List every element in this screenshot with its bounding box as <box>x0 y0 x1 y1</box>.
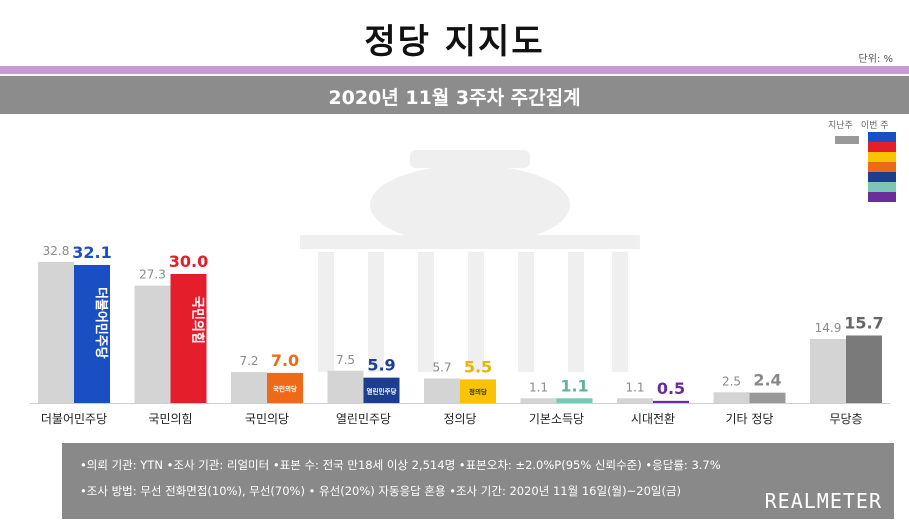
bar-cur-8 <box>846 335 882 403</box>
bar-cur-5 <box>556 398 593 403</box>
bar-cur-0 <box>74 264 110 403</box>
category-label-3: 열린민주당 <box>336 412 391 426</box>
legend-last-week-label: 지난주 <box>828 121 853 131</box>
assembly-watermark <box>300 150 640 372</box>
category-label-4: 정의당 <box>443 412 476 426</box>
category-label-6: 시대전환 <box>631 412 675 426</box>
label-cur-0: 32.1 <box>72 243 111 262</box>
legend-swatches <box>835 132 896 202</box>
bar-prev-3 <box>327 370 364 403</box>
party-logo-0: 더불어민주당 <box>93 287 109 359</box>
bar-prev-4 <box>424 378 460 403</box>
label-prev-3: 7.5 <box>336 353 355 367</box>
accent-divider <box>0 66 909 74</box>
label-prev-7: 2.5 <box>722 374 741 388</box>
legend-swatch-this-week-3 <box>868 162 896 172</box>
bar-prev-5 <box>520 398 557 403</box>
bar-cur-7 <box>749 392 786 403</box>
page-title: 정당 지지도 <box>364 22 545 62</box>
label-prev-5: 1.1 <box>529 380 548 394</box>
party-logo-bg-2 <box>270 375 300 400</box>
label-prev-6: 1.1 <box>625 380 644 394</box>
label-cur-3: 5.9 <box>367 356 395 375</box>
party-logo-1: 국민의힘 <box>190 296 206 344</box>
label-cur-2: 7.0 <box>271 351 299 370</box>
unit-label: 단위: % <box>858 54 893 65</box>
label-cur-4: 5.5 <box>464 357 492 376</box>
subtitle-bar <box>0 76 909 114</box>
bar-prev-0 <box>38 261 74 403</box>
label-prev-0: 32.8 <box>43 244 70 258</box>
category-label-2: 국민의당 <box>245 412 289 426</box>
label-prev-1: 27.3 <box>139 268 166 282</box>
label-cur-5: 1.1 <box>560 376 588 395</box>
bar-prev-2 <box>231 372 267 403</box>
bar-cur-6 <box>653 400 689 403</box>
category-label-1: 국민의힘 <box>148 412 192 426</box>
legend-header: 지난주 이번 주 <box>828 118 897 131</box>
category-label-0: 더불어민주당 <box>41 412 107 426</box>
survey-info-line-1: •의뢰 기관: YTN •조사 기관: 리얼미터 •표본 수: 전국 만18세 … <box>80 458 721 472</box>
label-cur-8: 15.7 <box>844 313 883 332</box>
bar-prev-1 <box>134 285 171 403</box>
label-cur-1: 30.0 <box>169 252 208 271</box>
bar-prev-6 <box>617 398 653 403</box>
label-prev-8: 14.9 <box>815 321 842 335</box>
survey-info-line-2: •조사 방법: 무선 전화면접(10%), 무선(70%) • 유선(20%) … <box>80 484 682 498</box>
label-prev-2: 7.2 <box>239 354 258 368</box>
party-logo-3: 열린민주당 <box>367 386 397 395</box>
legend-swatch-this-week-4 <box>868 172 896 182</box>
realmeter-logo: REALMETER <box>764 489 882 513</box>
legend-swatch-this-week-2 <box>868 152 896 162</box>
party-logo-2: 국민의당 <box>273 384 297 393</box>
label-cur-6: 0.5 <box>657 379 685 398</box>
party-logo-4: 정의당 <box>469 387 487 396</box>
label-cur-7: 2.4 <box>753 371 781 390</box>
category-label-7: 기타 정당 <box>726 412 774 426</box>
category-label-5: 기본소득당 <box>529 412 584 426</box>
category-label-8: 무당층 <box>829 412 862 426</box>
legend-swatch-this-week-0 <box>868 132 896 142</box>
chart-subtitle: 2020년 11월 3주차 주간집계 <box>328 87 581 109</box>
label-prev-4: 5.7 <box>432 360 451 374</box>
bar-cur-1 <box>170 274 207 403</box>
legend-swatch-this-week-1 <box>868 142 896 152</box>
survey-info-box: •의뢰 기관: YTN •조사 기관: 리얼미터 •표본 수: 전국 만18세 … <box>62 443 894 519</box>
legend-this-week-label: 이번 주 <box>860 121 889 131</box>
legend-swatch-last-week <box>835 136 859 144</box>
party-logo-bg-4 <box>463 382 493 400</box>
legend-swatch-this-week-5 <box>868 182 896 192</box>
bar-prev-8 <box>810 338 846 403</box>
legend-swatch-this-week-6 <box>868 192 896 202</box>
party-logo-bg-3 <box>366 380 397 400</box>
bar-prev-7 <box>713 392 750 403</box>
